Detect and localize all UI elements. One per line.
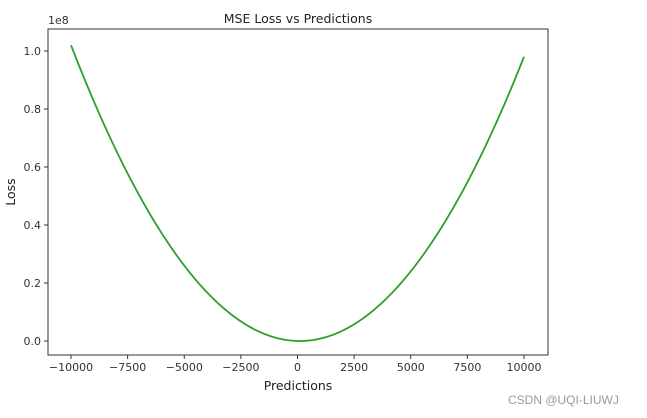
x-axis-label: Predictions bbox=[264, 378, 333, 393]
x-tick-label: 2500 bbox=[340, 361, 368, 374]
x-tick-label: −2500 bbox=[222, 361, 259, 374]
x-tick-label: −10000 bbox=[49, 361, 93, 374]
x-tick-label: −5000 bbox=[166, 361, 203, 374]
loss-curve bbox=[70, 44, 525, 342]
y-tick-label: 0.8 bbox=[24, 103, 42, 116]
y-offset-label: 1e8 bbox=[48, 14, 69, 27]
y-tick-label: 0.0 bbox=[24, 335, 42, 348]
watermark: CSDN @UQI-LIUWJ bbox=[508, 393, 619, 407]
chart-title: MSE Loss vs Predictions bbox=[224, 11, 372, 26]
x-tick-label: 0 bbox=[294, 361, 301, 374]
x-tick-label: 7500 bbox=[453, 361, 481, 374]
y-tick-label: 0.2 bbox=[24, 277, 42, 290]
y-tick-label: 1.0 bbox=[24, 45, 42, 58]
y-tick-label: 0.6 bbox=[24, 161, 42, 174]
y-tick-label: 0.4 bbox=[24, 219, 42, 232]
x-tick-label: −7500 bbox=[109, 361, 146, 374]
x-tick-label: 10000 bbox=[507, 361, 542, 374]
x-tick-label: 5000 bbox=[397, 361, 425, 374]
y-axis-label: Loss bbox=[3, 178, 18, 205]
plot-frame bbox=[47, 28, 549, 356]
